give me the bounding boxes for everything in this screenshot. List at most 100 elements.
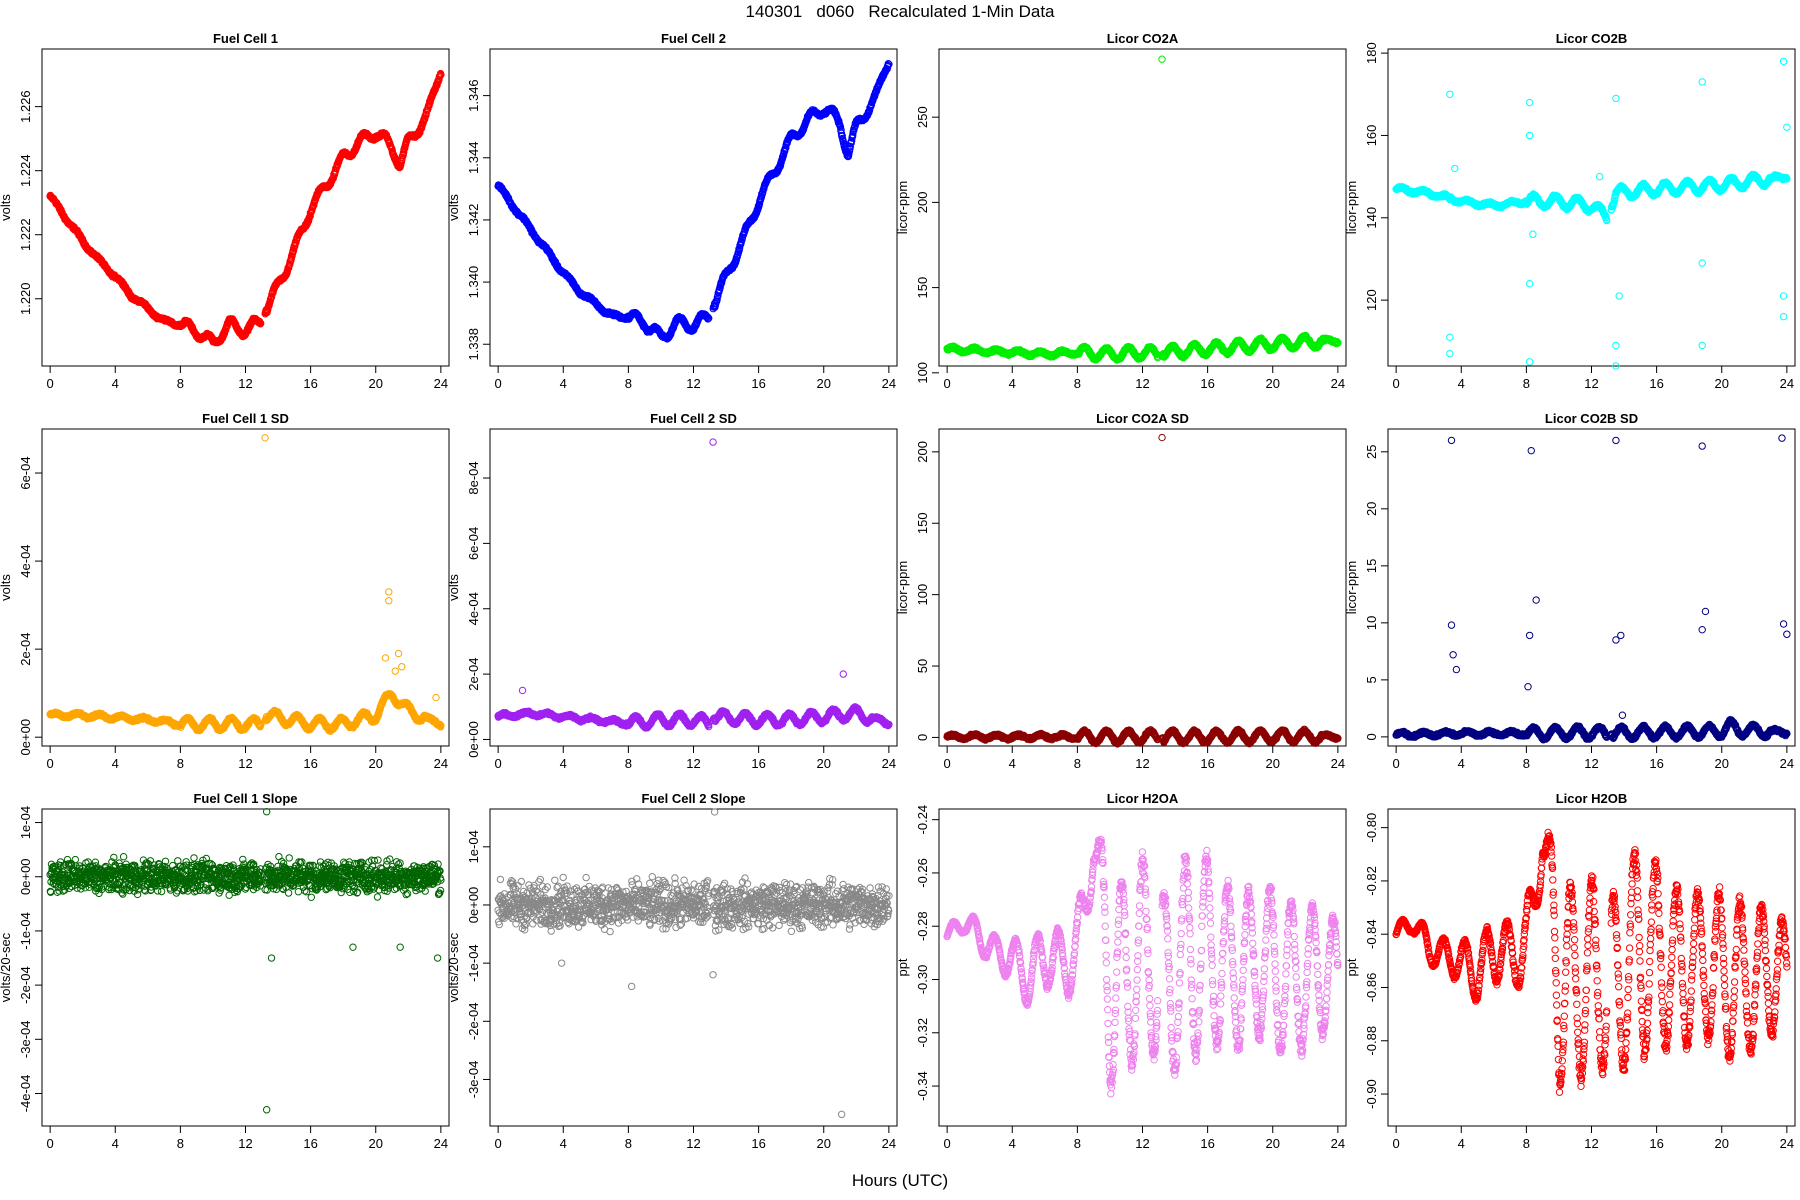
outlier-point <box>1698 625 1706 634</box>
y-tick-label: 1.338 <box>466 328 481 361</box>
y-tick-label: -0.32 <box>915 1018 930 1048</box>
outlier-point <box>1698 259 1706 267</box>
x-tick-label: 4 <box>560 376 567 391</box>
plot-frame <box>938 428 1347 747</box>
series-trace <box>46 852 445 901</box>
y-tick-label: -3e-04 <box>18 1021 33 1059</box>
y-tick-label: -0.80 <box>1364 813 1379 843</box>
y-tick-label: 1.340 <box>466 266 481 299</box>
x-tick-label: 16 <box>1200 376 1214 391</box>
outlier-point <box>1595 172 1604 181</box>
x-tick-label: 12 <box>238 756 252 771</box>
outlier-point <box>1158 55 1166 63</box>
x-tick-label: 20 <box>369 756 383 771</box>
outlier-point <box>1158 433 1166 442</box>
chart-co2bsd: Licor CO2B SD licor-ppm 0 4 8 12 16 20 24 0 5 10 15 2… <box>1344 411 1796 771</box>
x-tick-label: 16 <box>1649 756 1663 771</box>
outlier-point <box>1525 631 1534 640</box>
series-points <box>494 808 893 1119</box>
y-tick-label: 0e+00 <box>18 858 33 895</box>
chart-h2ob: Licor H2OB ppt 0 4 8 12 16 20 24 -0.90 -0.88 -0.86 -… <box>1344 791 1796 1151</box>
outlier-point <box>1446 349 1454 358</box>
x-tick-label: 12 <box>1135 1136 1149 1151</box>
x-tick-label: 24 <box>1331 376 1345 391</box>
outlier-point <box>385 588 393 596</box>
x-tick-label: 20 <box>1266 376 1280 391</box>
x-tick-label: 24 <box>1331 1136 1345 1151</box>
y-tick-label: 6e-04 <box>466 527 481 560</box>
outlier-point <box>1525 131 1534 140</box>
y-tick-label: -1e-04 <box>18 912 33 950</box>
y-tick-label: 200 <box>915 192 930 214</box>
y-tick-label: 1.344 <box>466 142 481 175</box>
x-axis-label: Hours (UTC) <box>851 1171 949 1190</box>
x-tick-label: 4 <box>1458 756 1465 771</box>
outlier-point <box>1525 98 1534 107</box>
chart-title: Licor CO2B <box>1556 31 1628 46</box>
outlier-point <box>839 670 847 678</box>
outlier-point <box>1612 636 1620 644</box>
series-points <box>1392 57 1791 370</box>
x-tick-label: 24 <box>882 1136 896 1151</box>
y-tick-label: 150 <box>915 512 930 534</box>
series-trace <box>943 835 1342 1098</box>
outlier-point <box>349 943 357 951</box>
x-tick-label: 12 <box>686 1136 700 1151</box>
plot-frame <box>1387 428 1796 747</box>
outlier-point <box>262 1106 271 1114</box>
x-tick-label: 4 <box>112 1136 119 1151</box>
x-tick-label: 12 <box>1584 1136 1598 1151</box>
series-points <box>943 433 1342 748</box>
outlier-point <box>557 959 566 967</box>
outlier-point <box>1778 434 1786 442</box>
y-tick-label: 200 <box>915 441 930 463</box>
x-tick-label: 16 <box>1649 376 1663 391</box>
x-tick-label: 8 <box>1074 756 1081 771</box>
chart-title: Fuel Cell 2 <box>661 31 726 46</box>
series-points <box>494 60 893 343</box>
series-trace <box>46 690 445 735</box>
x-tick-label: 8 <box>1523 376 1530 391</box>
x-tick-label: 8 <box>1074 1136 1081 1151</box>
y-tick-label: 1.220 <box>18 282 33 315</box>
x-tick-label: 16 <box>303 756 317 771</box>
outlier-point <box>1447 621 1456 629</box>
x-tick-label: 16 <box>751 376 765 391</box>
chart-title: Fuel Cell 2 Slope <box>641 791 745 806</box>
x-tick-label: 20 <box>1715 376 1729 391</box>
y-tick-label: 0e+00 <box>466 721 481 758</box>
x-tick-label: 24 <box>434 1136 448 1151</box>
y-tick-label: 2e-04 <box>466 657 481 690</box>
outlier-point <box>432 693 440 702</box>
y-tick-label: -0.86 <box>1364 973 1379 1003</box>
series-points <box>494 438 893 732</box>
x-tick-label: 20 <box>1266 756 1280 771</box>
y-tick-label: 250 <box>915 106 930 128</box>
chart-title: Fuel Cell 1 SD <box>202 411 289 426</box>
y-tick-label: 1.224 <box>18 154 33 187</box>
y-tick-label: 5 <box>1364 676 1379 683</box>
y-tick-label: 100 <box>915 362 930 384</box>
y-axis-label: volts <box>0 194 13 221</box>
outlier-point <box>1783 630 1791 638</box>
y-tick-label: 1e-04 <box>466 830 481 863</box>
x-tick-label: 8 <box>1523 1136 1530 1151</box>
y-tick-label: 6e-04 <box>18 456 33 489</box>
y-tick-label: -2e-04 <box>466 1003 481 1041</box>
x-tick-label: 12 <box>238 376 252 391</box>
outlier-point <box>1612 436 1620 445</box>
plot-frame <box>489 48 898 367</box>
outlier-point <box>381 654 390 662</box>
series-trace <box>943 725 1342 748</box>
outlier-point <box>1698 78 1706 86</box>
y-tick-label: 180 <box>1364 42 1379 64</box>
outlier-point <box>1612 94 1620 103</box>
x-tick-label: 4 <box>1458 1136 1465 1151</box>
x-tick-label: 4 <box>1458 376 1465 391</box>
x-tick-label: 0 <box>47 376 54 391</box>
x-tick-label: 8 <box>625 376 632 391</box>
x-tick-label: 8 <box>625 756 632 771</box>
x-tick-label: 24 <box>882 376 896 391</box>
outlier-point <box>1615 292 1623 300</box>
